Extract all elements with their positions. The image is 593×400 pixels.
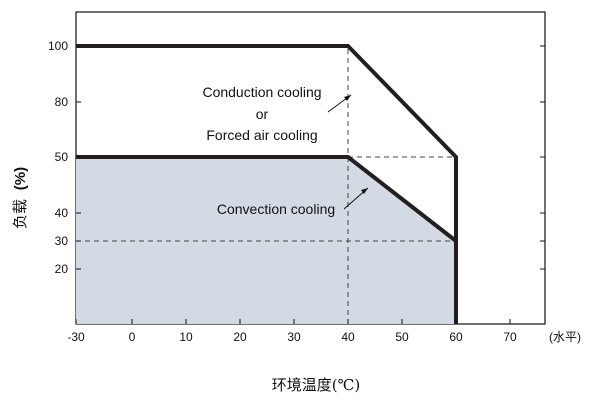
y-tick-label: 20 [55, 262, 69, 276]
x-tick-label: 0 [129, 330, 136, 344]
y-tick-label: 80 [55, 95, 69, 109]
annotation-arrowhead-convection [361, 188, 368, 194]
svg-text:负载 (%): 负载 (%) [11, 167, 29, 229]
x-tick-label: 70 [503, 330, 517, 344]
y-tick-label: 30 [55, 234, 69, 248]
annotation-forced-air-line-3: Forced air cooling [206, 127, 317, 143]
annotation-forced-air-line-1: Conduction cooling [202, 84, 321, 100]
x-unit-label: (水平) [549, 330, 581, 344]
x-tick-label: 40 [341, 330, 355, 344]
x-tick-label: 30 [287, 330, 301, 344]
x-tick-label: 50 [395, 330, 409, 344]
annotation-convection: Convection cooling [217, 201, 335, 217]
convection-derating-curve [76, 155, 458, 324]
x-tick-label: -30 [67, 330, 85, 344]
y-tick-label: 40 [55, 206, 69, 220]
x-tick-label: 60 [449, 330, 463, 344]
y-tick-label: 50 [55, 150, 69, 164]
y-tick-label: 100 [48, 39, 68, 53]
y-axis-title: 负载 (%) [11, 167, 29, 229]
x-axis-title: 环境温度(℃) [272, 376, 360, 394]
y-axis-title-unit: (%) [12, 167, 29, 190]
y-axis-title-main: 负载 [11, 199, 29, 229]
x-tick-label: 10 [179, 330, 193, 344]
x-tick-label: 20 [233, 330, 247, 344]
annotation-arrowhead-forced-air [344, 95, 351, 101]
annotation-forced-air-line-2: or [256, 106, 269, 122]
